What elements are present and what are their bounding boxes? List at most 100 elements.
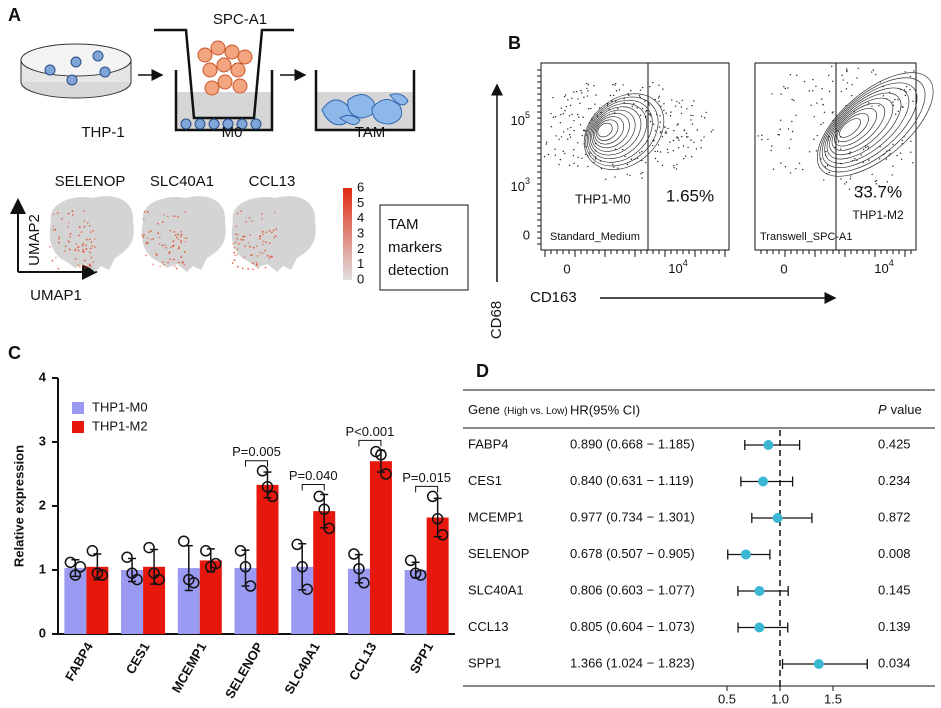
event-dot	[573, 129, 575, 132]
expression-dot	[67, 212, 70, 215]
event-dot	[834, 146, 837, 148]
data-point	[353, 562, 365, 575]
event-dot	[700, 115, 703, 118]
expression-dot	[81, 264, 84, 267]
expression-dot	[268, 229, 271, 232]
expression-dot	[69, 235, 72, 238]
expression-dot	[169, 229, 172, 232]
event-dot	[886, 181, 889, 183]
expression-dot	[78, 234, 80, 237]
event-dot	[897, 99, 899, 101]
panel-label: A	[8, 5, 21, 25]
event-dot	[904, 71, 906, 73]
expression-dot	[183, 237, 186, 239]
event-dot	[630, 89, 632, 92]
expression-dot	[77, 245, 80, 248]
event-dot	[577, 165, 579, 167]
event-dot	[823, 111, 826, 114]
expression-dot	[184, 211, 186, 214]
event-dot	[686, 136, 688, 138]
expression-dot	[164, 244, 167, 247]
expression-dot	[82, 242, 84, 245]
tick-base: 10	[511, 113, 525, 128]
event-dot	[645, 109, 648, 112]
transwell	[154, 28, 294, 132]
column-header: Gene (High vs. Low)	[468, 402, 568, 417]
event-dot	[865, 146, 867, 149]
event-dot	[658, 95, 661, 97]
expression-dot	[242, 238, 244, 241]
event-dot	[649, 113, 651, 115]
hr-point	[758, 476, 769, 487]
event-dot	[896, 154, 898, 157]
event-dot	[617, 167, 619, 169]
event-dot	[554, 154, 557, 156]
expression-dot	[270, 231, 273, 234]
event-dot	[594, 103, 596, 105]
event-dot	[676, 163, 678, 166]
event-dot	[654, 98, 656, 101]
event-dot	[664, 126, 666, 128]
percent-label: 1.65%	[666, 186, 714, 205]
event-dot	[591, 119, 593, 122]
step-label: M0	[222, 124, 243, 141]
expression-dot	[52, 229, 55, 231]
event-dot	[680, 106, 683, 108]
event-dot	[590, 107, 592, 110]
event-dot	[827, 136, 830, 138]
expression-dot	[84, 259, 86, 262]
expression-dot	[177, 238, 180, 241]
event-dot	[857, 67, 859, 70]
expression-dot	[85, 248, 88, 250]
expression-dot	[233, 246, 236, 249]
event-dot	[860, 154, 862, 156]
expression-dot	[71, 210, 74, 213]
event-dot	[649, 85, 651, 88]
condition-label: Transwell_SPC-A1	[760, 231, 853, 243]
event-dot	[639, 89, 642, 91]
event-dot	[875, 183, 877, 185]
event-dot	[552, 96, 554, 99]
event-dot	[761, 138, 763, 141]
event-dot	[846, 82, 849, 84]
event-dot	[910, 151, 912, 153]
event-dot	[901, 143, 903, 145]
event-dot	[677, 123, 679, 125]
event-dot	[599, 160, 602, 162]
expression-dot	[240, 210, 242, 213]
data-point	[153, 573, 165, 586]
event-dot	[595, 94, 597, 96]
event-dot	[577, 113, 579, 116]
x-tick-label: CCL13	[346, 640, 380, 683]
expression-dot	[180, 239, 183, 242]
event-dot	[757, 135, 760, 137]
event-dot	[600, 167, 603, 170]
event-dot	[849, 151, 851, 153]
expression-dot	[261, 230, 264, 233]
event-dot	[587, 155, 589, 157]
expression-dot	[173, 215, 176, 218]
expression-dot	[245, 220, 248, 223]
expression-dot	[150, 238, 153, 241]
event-dot	[808, 151, 811, 153]
event-dot	[813, 138, 815, 141]
event-dot	[614, 84, 616, 86]
event-dot	[660, 105, 662, 107]
hr-point	[813, 659, 824, 669]
event-dot	[569, 104, 572, 107]
expression-dot	[168, 252, 171, 255]
expression-dot	[176, 236, 178, 239]
event-dot	[851, 94, 853, 97]
contour	[583, 93, 665, 170]
expression-dot	[143, 210, 146, 213]
event-dot	[678, 102, 680, 104]
text-box	[379, 204, 469, 291]
p-value: 0.145	[878, 582, 911, 597]
expression-dot	[57, 267, 60, 270]
event-dot	[789, 172, 792, 174]
tick-base: 10	[874, 261, 888, 276]
event-dot	[815, 85, 817, 88]
expression-dot	[170, 246, 173, 249]
event-dot	[832, 111, 834, 113]
expression-dot	[69, 232, 72, 235]
